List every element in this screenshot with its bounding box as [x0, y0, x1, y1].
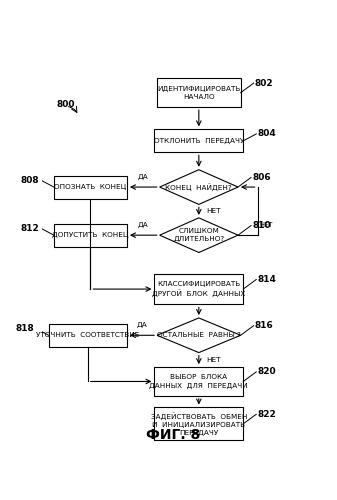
Text: НЕТ: НЕТ: [259, 222, 272, 228]
Text: 810: 810: [252, 221, 271, 230]
Text: 812: 812: [21, 224, 39, 232]
Text: 806: 806: [252, 173, 271, 182]
Polygon shape: [160, 170, 238, 204]
Text: 818: 818: [16, 324, 34, 333]
Text: ОТКЛОНИТЬ  ПЕРЕДАЧУ: ОТКЛОНИТЬ ПЕРЕДАЧУ: [154, 138, 244, 144]
Text: КЛАССИФИЦИРОВАТЬ
ДРУГОЙ  БЛОК  ДАННЫХ: КЛАССИФИЦИРОВАТЬ ДРУГОЙ БЛОК ДАННЫХ: [152, 280, 246, 297]
FancyBboxPatch shape: [54, 176, 127, 199]
Polygon shape: [157, 318, 241, 352]
Text: ОСТАЛЬНЫЕ  РАВНЫ ?: ОСТАЛЬНЫЕ РАВНЫ ?: [157, 332, 241, 338]
FancyBboxPatch shape: [49, 324, 127, 347]
Text: СЛИШКОМ
ДЛИТЕЛЬНО?: СЛИШКОМ ДЛИТЕЛЬНО?: [173, 228, 224, 242]
FancyBboxPatch shape: [154, 274, 243, 304]
FancyBboxPatch shape: [154, 130, 243, 152]
Text: ИДЕНТИФИЦИРОВАТЬ
НАЧАЛО: ИДЕНТИФИЦИРОВАТЬ НАЧАЛО: [157, 86, 241, 100]
Polygon shape: [160, 218, 238, 252]
Text: 802: 802: [255, 78, 274, 88]
Text: 820: 820: [257, 368, 276, 376]
Text: НЕТ: НЕТ: [207, 357, 221, 363]
Text: КОНЕЦ  НАЙДЕН?: КОНЕЦ НАЙДЕН?: [165, 183, 232, 191]
Text: ФИГ. 8: ФИГ. 8: [146, 428, 200, 442]
FancyBboxPatch shape: [154, 367, 243, 396]
FancyBboxPatch shape: [54, 224, 127, 246]
Text: 800: 800: [57, 100, 75, 109]
Text: ДА: ДА: [136, 322, 147, 328]
Text: 816: 816: [255, 321, 274, 330]
Text: 814: 814: [257, 275, 276, 284]
Text: 822: 822: [257, 410, 276, 418]
Text: 808: 808: [21, 176, 39, 184]
FancyBboxPatch shape: [157, 78, 241, 107]
Text: НЕТ: НЕТ: [207, 208, 221, 214]
Text: ДА: ДА: [138, 174, 149, 180]
Text: ЗАДЕЙСТВОВАТЬ  ОБМЕН
И  ИНИЦИАЛИЗИРОВАТЬ
ПЕРЕДАЧУ: ЗАДЕЙСТВОВАТЬ ОБМЕН И ИНИЦИАЛИЗИРОВАТЬ П…: [151, 412, 247, 436]
Text: ВЫБОР  БЛОКА
ДАННЫХ  ДЛЯ  ПЕРЕДАЧИ: ВЫБОР БЛОКА ДАННЫХ ДЛЯ ПЕРЕДАЧИ: [149, 374, 248, 388]
FancyBboxPatch shape: [154, 408, 243, 440]
Text: 804: 804: [257, 130, 276, 138]
Text: ДОПУСТИТЬ  КОНЕЦ: ДОПУСТИТЬ КОНЕЦ: [52, 232, 129, 238]
Text: УТОЧНИТЬ  СООТВЕТСТВИЕ: УТОЧНИТЬ СООТВЕТСТВИЕ: [36, 332, 140, 338]
Text: ДА: ДА: [138, 222, 149, 228]
Text: ОПОЗНАТЬ  КОНЕЦ: ОПОЗНАТЬ КОНЕЦ: [54, 184, 127, 190]
